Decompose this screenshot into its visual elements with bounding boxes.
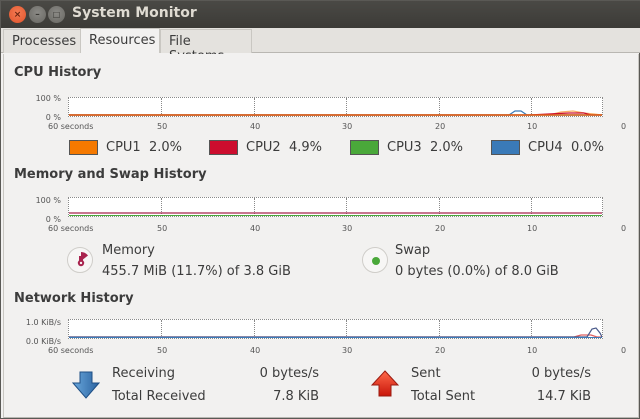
close-icon: × — [13, 9, 22, 20]
memory-history-graph — [68, 197, 603, 217]
send-arrow-icon[interactable] — [371, 370, 399, 398]
cpu-x-label-60: 60 seconds — [48, 122, 94, 131]
cpu3-legend: CPU3 2.0% — [350, 140, 463, 155]
receiving-label: Receiving — [112, 366, 176, 381]
cpu4-value: 0.0% — [570, 140, 604, 155]
cpu3-value: 2.0% — [429, 140, 463, 155]
grid-line — [161, 320, 162, 338]
network-x-label-10: 10 — [527, 346, 538, 355]
cpu-x-label-40: 40 — [250, 122, 261, 131]
grid-line — [254, 320, 255, 338]
network-x-label-20: 20 — [435, 346, 446, 355]
cpu-y-min-label: 0 % — [45, 113, 61, 122]
total-received-label: Total Received — [112, 389, 206, 404]
close-button[interactable]: × — [9, 6, 26, 23]
maximize-icon: □ — [52, 10, 61, 19]
swap-gauge-icon[interactable] — [362, 247, 388, 273]
total-sent-label: Total Sent — [411, 389, 476, 404]
grid-line — [439, 98, 440, 116]
cpu-x-label-10: 10 — [527, 122, 538, 131]
window-title: System Monitor — [72, 5, 197, 21]
receiving-value: 0 bytes/s — [259, 366, 319, 381]
swap-value: 0 bytes (0.0%) of 8.0 GiB — [395, 264, 559, 279]
memory-x-label-30: 30 — [342, 224, 353, 233]
cpu4-label: CPU4 — [528, 140, 563, 155]
maximize-button[interactable]: □ — [48, 6, 65, 23]
receive-arrow-icon[interactable] — [72, 371, 100, 399]
memory-label: Memory — [102, 243, 155, 258]
tab-file-systems[interactable]: File Systems — [160, 29, 252, 64]
grid-line — [161, 198, 162, 216]
cpu2-legend: CPU2 4.9% — [209, 140, 322, 155]
network-x-label-50: 50 — [157, 346, 168, 355]
memory-value: 455.7 MiB (11.7%) of 3.8 GiB — [102, 264, 291, 279]
cpu4-legend: CPU4 0.0% — [491, 140, 604, 155]
network-x-label-0: 0 — [621, 346, 627, 355]
minimize-button[interactable]: – — [29, 6, 46, 23]
grid-line — [254, 98, 255, 116]
network-y-min-label: 0.0 KiB/s — [25, 337, 61, 346]
cpu4-color-swatch[interactable] — [491, 140, 520, 155]
network-x-label-60: 60 seconds — [48, 346, 94, 355]
sent-value: 0 bytes/s — [531, 366, 591, 381]
cpu2-value: 4.9% — [288, 140, 322, 155]
tab-processes[interactable]: Processes — [3, 29, 82, 53]
memory-x-label-50: 50 — [157, 224, 168, 233]
memory-gauge-icon[interactable] — [67, 247, 93, 273]
grid-line — [439, 198, 440, 216]
network-x-label-30: 30 — [342, 346, 353, 355]
swap-label: Swap — [395, 243, 431, 258]
cpu3-color-swatch[interactable] — [350, 140, 379, 155]
cpu3-label: CPU3 — [387, 140, 422, 155]
grid-line — [439, 320, 440, 338]
network-x-label-40: 40 — [250, 346, 261, 355]
cpu1-color-swatch[interactable] — [69, 140, 98, 155]
cpu-x-label-30: 30 — [342, 122, 353, 131]
tab-resources[interactable]: Resources — [80, 28, 160, 53]
grid-line — [346, 98, 347, 116]
grid-line — [346, 320, 347, 338]
grid-line — [531, 198, 532, 216]
memory-y-max-label: 100 % — [35, 196, 61, 205]
memory-y-min-label: 0 % — [45, 215, 61, 224]
tab-bar: Processes Resources File Systems — [1, 28, 640, 64]
memory-x-label-20: 20 — [435, 224, 446, 233]
cpu-x-label-50: 50 — [157, 122, 168, 131]
cpu1-label: CPU1 — [106, 140, 141, 155]
sent-label: Sent — [411, 366, 441, 381]
memory-x-label-10: 10 — [527, 224, 538, 233]
grid-line — [531, 98, 532, 116]
memory-x-label-40: 40 — [250, 224, 261, 233]
memory-history-title: Memory and Swap History — [14, 167, 207, 182]
cpu1-value: 2.0% — [148, 140, 182, 155]
grid-line — [254, 198, 255, 216]
network-history-graph — [68, 319, 603, 339]
cpu-history-graph — [68, 97, 603, 117]
grid-line — [346, 198, 347, 216]
network-history-title: Network History — [14, 291, 134, 306]
cpu-x-label-20: 20 — [435, 122, 446, 131]
cpu-history-title: CPU History — [14, 65, 102, 80]
memory-lines — [69, 212, 602, 216]
grid-line — [531, 320, 532, 338]
network-y-max-label: 1.0 KiB/s — [25, 318, 61, 327]
network-lines — [69, 327, 602, 338]
total-received-value: 7.8 KiB — [273, 389, 319, 404]
cpu2-color-swatch[interactable] — [209, 140, 238, 155]
cpu1-legend: CPU1 2.0% — [69, 140, 182, 155]
cpu-y-max-label: 100 % — [35, 94, 61, 103]
memory-x-label-60: 60 seconds — [48, 224, 94, 233]
cpu2-label: CPU2 — [246, 140, 281, 155]
title-bar: × – □ System Monitor — [1, 1, 640, 28]
minimize-icon: – — [35, 9, 40, 20]
cpu-x-label-0: 0 — [621, 122, 627, 131]
memory-x-label-0: 0 — [621, 224, 627, 233]
cpu-lines — [69, 110, 602, 116]
total-sent-value: 14.7 KiB — [536, 389, 591, 404]
grid-line — [161, 98, 162, 116]
